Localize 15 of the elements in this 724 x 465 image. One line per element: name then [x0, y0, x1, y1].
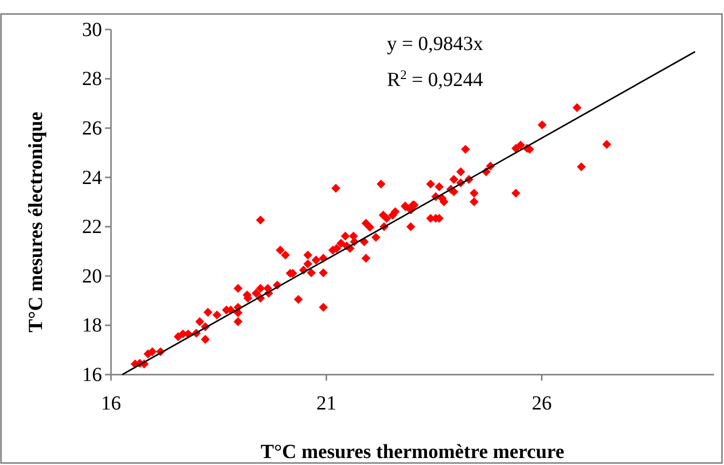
x-tick-label: 16 [101, 392, 121, 415]
x-tick-label: 21 [316, 392, 336, 415]
y-tick-label: 20 [82, 265, 102, 288]
y-tick-label: 24 [82, 166, 102, 189]
y-tick-label: 22 [82, 216, 102, 238]
y-tick-label: 30 [82, 18, 102, 41]
y-tick-label: 26 [82, 118, 102, 140]
y-tick-label: 28 [82, 68, 102, 90]
y-tick-label: 18 [82, 314, 102, 337]
annotation: R$^{2}$ = 0,9244 [386, 66, 484, 91]
y-axis-title: T°C mesures électronique [25, 112, 47, 332]
x-axis-title: T°C mesures thermomètre mercure [260, 441, 564, 463]
y-tick-label: 16 [82, 364, 102, 386]
x-tick-label: 26 [532, 392, 552, 415]
annotation: y = 0,9843x [386, 33, 484, 55]
